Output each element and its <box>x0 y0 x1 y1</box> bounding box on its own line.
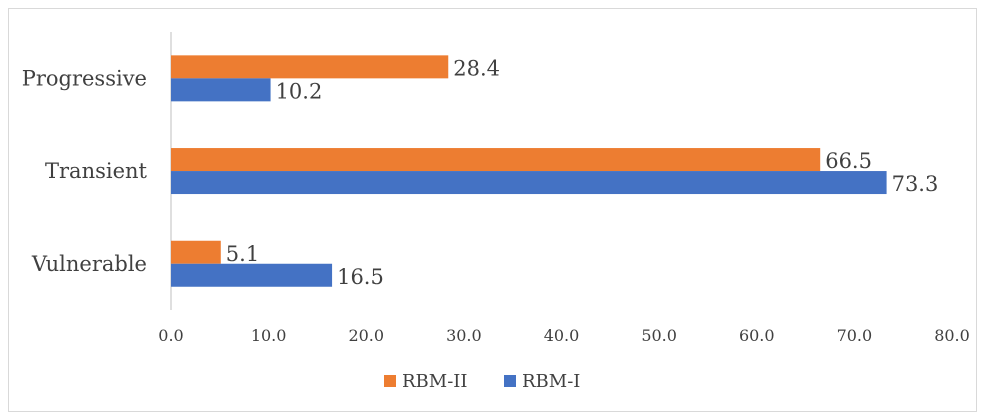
x-tick-label: 10.0 <box>251 326 287 345</box>
x-tick-label: 20.0 <box>348 326 384 345</box>
bar-rbm-ii-progressive <box>171 55 449 79</box>
data-label: 28.4 <box>453 56 500 80</box>
legend-swatch-rbm-i <box>504 375 516 387</box>
data-label: 66.5 <box>825 149 872 173</box>
x-tick-label: 70.0 <box>837 326 873 345</box>
x-tick-label: 80.0 <box>934 326 970 345</box>
bar-rbm-ii-vulnerable <box>171 240 221 264</box>
bar-rbm-i-transient <box>171 171 887 195</box>
data-label: 16.5 <box>337 265 384 289</box>
bar-rbm-i-vulnerable <box>171 263 333 287</box>
x-tick-label: 50.0 <box>641 326 677 345</box>
data-label: 5.1 <box>226 242 259 266</box>
legend-swatch-rbm-ii <box>384 375 396 387</box>
x-tick-label: 60.0 <box>739 326 775 345</box>
data-label: 10.2 <box>276 79 323 103</box>
data-label: 73.3 <box>892 172 939 196</box>
category-label: Progressive <box>22 66 147 90</box>
bar-rbm-i-progressive <box>171 78 271 102</box>
legend-label: RBM-I <box>522 371 580 392</box>
bar-rbm-ii-transient <box>171 148 821 172</box>
category-label: Vulnerable <box>31 252 147 276</box>
x-tick-label: 0.0 <box>158 326 183 345</box>
x-tick-label: 30.0 <box>446 326 482 345</box>
x-tick-label: 40.0 <box>544 326 580 345</box>
chart-frame <box>8 8 977 412</box>
category-label: Transient <box>45 159 148 183</box>
legend-label: RBM-II <box>402 371 468 392</box>
